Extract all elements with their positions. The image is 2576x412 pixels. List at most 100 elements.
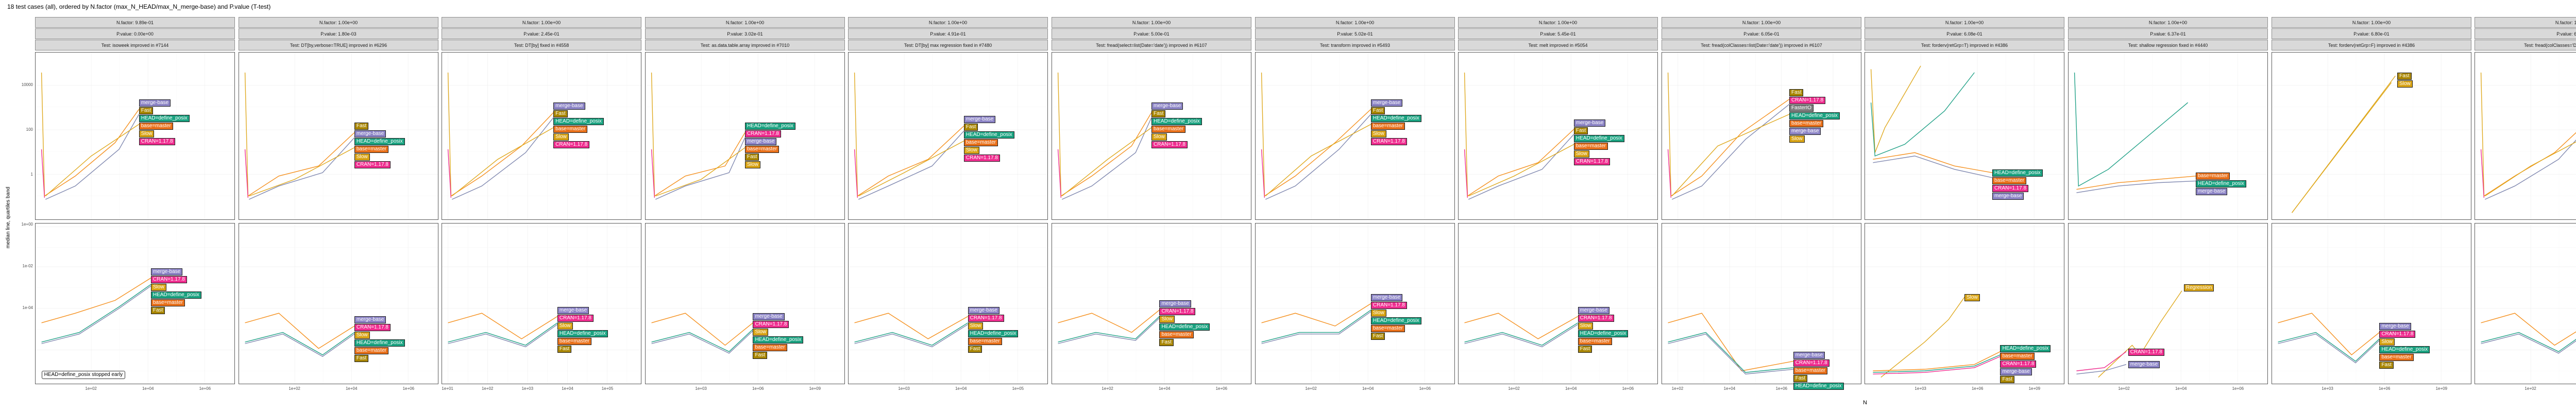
series-label: merge-base (1578, 306, 1609, 314)
series-label: merge-base (1793, 351, 1825, 359)
facet-pvalue-strip: P.value: 6.83e-01 (2475, 28, 2576, 39)
series-label: Fast (557, 345, 572, 353)
panel-plot-area (2475, 224, 2576, 384)
facet-nfactor-strip: N.factor: 9.89e-01 (35, 17, 235, 28)
x-tick: 1e+06 (2378, 386, 2391, 391)
series-label: Fast (1370, 332, 1385, 340)
x-tick: 1e+03 (521, 386, 534, 391)
facet-column-10: N.factor: 1.00e+00 P.value: 6.08e-01 Test:… (1865, 0, 2064, 412)
series-label: CRAN=1.17.8 (968, 314, 1004, 322)
series-label: base=master (1159, 331, 1194, 339)
series-line-gold (1265, 124, 1371, 196)
series-label: Slow (2379, 338, 2395, 346)
series-label: Fast (1789, 89, 1804, 97)
series-line-gold (1668, 73, 1671, 196)
series-line-gold (858, 141, 964, 196)
series-label: HEAD=define_posix (1789, 112, 1840, 120)
panel-kilobytes: Fast merge-base HEAD=define_posix base=mast… (239, 52, 438, 220)
series-label: merge-base (1370, 294, 1403, 301)
series-label: HEAD=define_posix (1370, 317, 1421, 324)
panel-kilobytes: merge-baseFastHEAD=define_posixbase=mast… (2475, 52, 2576, 220)
series-line-gold (1881, 297, 1964, 377)
panel-plot-area (2069, 224, 2267, 384)
series-label: HEAD=define_posix (1573, 134, 1624, 142)
facet-test-strip: Test: fread(colClasses=list(Date='date')… (1662, 40, 1861, 50)
facet-column-4: N.factor: 1.00e+00 P.value: 3.02e-01 Test:… (645, 0, 845, 412)
series-label-cluster: merge-base CRAN=1.17.8 Slow HEAD=define_pos… (1370, 294, 1421, 340)
series-line-orange (1061, 113, 1151, 196)
y-tick-top-3: 1 (30, 172, 33, 177)
series-line-slate (1262, 312, 1371, 344)
x-tick: 1e+01 (442, 386, 453, 391)
series-label: HEAD=define_posix (139, 114, 190, 122)
series-label: base=master (1573, 142, 1608, 150)
facet-nfactor-strip: N.factor: 1.00e+00 (645, 17, 845, 28)
series-line-slate (1468, 134, 1574, 199)
series-label: HEAD=define_posix (745, 123, 795, 130)
series-label: base=master (1578, 337, 1612, 345)
x-tick: 1e+02 (1305, 386, 1317, 391)
series-line-slate (655, 138, 745, 199)
series-label-cluster: merge-base Fast HEAD=define_posix base=mast… (1370, 99, 1421, 145)
series-line-orange (1873, 352, 2000, 371)
facet-test-strip: Test: shallow regression fixed in #4440 (2068, 40, 2268, 50)
facet-pvalue-strip: P.value: 0.00e+00 (35, 28, 235, 39)
series-label: Slow (1789, 135, 1805, 143)
facet-nfactor-strip: N.factor: 1.00e+00 (1458, 17, 1658, 28)
facet-nfactor-strip: N.factor: 1.00e+00 (2475, 17, 2576, 28)
series-line-orange (1262, 304, 1371, 327)
series-label-cluster: HEAD=define_posix base=master CRAN=1.17.8 m… (2000, 345, 2051, 384)
x-tick: 1e+02 (2524, 386, 2536, 391)
series-line-slate (1062, 117, 1151, 199)
series-line-orange (1467, 129, 1574, 196)
series-line-orange (857, 126, 964, 196)
facet-test-strip: Test: DT[by,verbose=TRUE] improved in #6… (239, 40, 438, 50)
panel-plot-area (849, 53, 1047, 219)
series-label: HEAD=define_posix (1370, 114, 1421, 122)
series-line-pink (652, 149, 655, 198)
series-label: CRAN=1.17.8 (1573, 158, 1610, 165)
panel-plot-area (2272, 53, 2471, 219)
series-line-gold (655, 148, 745, 196)
series-line-slate (1672, 104, 1789, 199)
x-tick: 1e+06 (1775, 386, 1788, 391)
series-line-gold (42, 73, 45, 196)
x-tick: 1e+02 (482, 386, 494, 391)
panel-seconds: merge-base CRAN=1.17.8 base=master Fast HEAD… (1662, 223, 1861, 390)
series-line-orange (2484, 119, 2576, 196)
series-label: base=master (745, 146, 779, 153)
x-tick: 1e+06 (199, 386, 211, 391)
series-label-cluster: merge-base CRAN=1.17.8 base=master Fast HEAD… (1793, 351, 1844, 390)
panel-plot-area (1256, 53, 1454, 219)
series-line-slate (855, 324, 968, 347)
facet-nfactor-strip: N.factor: 1.00e+00 (2272, 17, 2471, 28)
series-label: base=master (968, 337, 1002, 345)
series-label: merge-base (139, 99, 171, 107)
facet-nfactor-strip: N.factor: 1.00e+00 (442, 17, 641, 28)
series-label: merge-base (753, 313, 785, 321)
x-tick: 1e+03 (2321, 386, 2333, 391)
facet-column-12: N.factor: 1.00e+00 P.value: 6.80e-01 Test:… (2272, 0, 2471, 412)
series-label: Slow (745, 161, 760, 169)
series-label: Fast (2397, 72, 2412, 80)
x-tick: 1e+04 (1723, 386, 1736, 391)
series-label: HEAD=define_posix (150, 291, 201, 299)
facet-column-3: N.factor: 1.00e+00 P.value: 2.45e-01 Test:… (442, 0, 641, 412)
facet-nfactor-strip: N.factor: 1.00e+00 (1865, 17, 2064, 28)
facet-nfactor-strip: N.factor: 1.00e+00 (239, 17, 438, 28)
series-label-cluster: merge-base CRAN=1.17.8 Slow HEAD=define_pos… (557, 306, 608, 353)
series-label: merge-base (354, 316, 386, 324)
facet-test-strip: Test: as.data.table.array improved in #7… (645, 40, 845, 50)
series-label: base=master (2196, 173, 2230, 180)
panel-kilobytes: HEAD=define_posix base=master CRAN=1.17.8 m… (1865, 52, 2064, 220)
series-label: base=master (553, 126, 588, 133)
series-label: CRAN=1.17.8 (354, 161, 391, 169)
facet-pvalue-strip: P.value: 4.91e-01 (848, 28, 1048, 39)
series-label: base=master (557, 337, 591, 345)
series-line-gold (1871, 66, 1921, 152)
